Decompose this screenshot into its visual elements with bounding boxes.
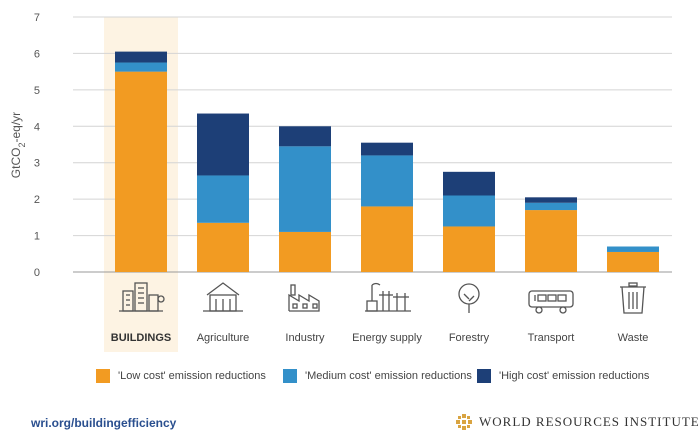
category-label-energy-supply: Energy supply — [352, 332, 422, 344]
legend-label-low-cost: 'Low cost' emission reductions — [118, 370, 266, 382]
bar-segment-transport-low — [525, 210, 577, 272]
bar-segment-agriculture-medium — [197, 175, 249, 223]
waste-icon — [620, 282, 646, 314]
category-label-transport: Transport — [528, 332, 575, 344]
footer-url-link[interactable]: wri.org/buildingefficiency — [31, 416, 177, 430]
bar-segment-industry-high — [279, 126, 331, 147]
y-tick-label: 5 — [34, 85, 40, 97]
bar-segment-waste-medium — [607, 246, 659, 252]
legend-swatch-low-cost — [96, 369, 110, 383]
bar-segment-agriculture-low — [197, 222, 249, 272]
bar-segment-agriculture-high — [197, 113, 249, 176]
category-label-agriculture: Agriculture — [197, 332, 250, 344]
bar-segment-energy-supply-high — [361, 142, 413, 156]
bar-segment-energy-supply-low — [361, 206, 413, 272]
agriculture-icon — [203, 282, 243, 312]
chart: 0 1 2 3 4 5 6 7 — [9, 12, 672, 352]
bar-segment-buildings-high — [115, 51, 167, 63]
buildings-icon — [119, 282, 165, 312]
bar-segment-forestry-low — [443, 226, 495, 272]
wri-logo-icon — [456, 414, 472, 430]
y-axis-title: GtCO2-eq/yr — [9, 112, 27, 178]
forestry-icon — [458, 283, 480, 313]
legend-label-medium-cost: 'Medium cost' emission reductions — [305, 370, 472, 382]
industry-icon — [288, 284, 320, 312]
bar-segment-buildings-low — [115, 71, 167, 273]
bar-segment-forestry-high — [443, 171, 495, 196]
bar-segment-waste-low — [607, 251, 659, 272]
legend-item-high-cost: 'High cost' emission reductions — [477, 369, 649, 383]
category-label-waste: Waste — [618, 332, 649, 344]
legend-swatch-high-cost — [477, 369, 491, 383]
y-tick-label: 2 — [34, 194, 40, 206]
y-tick-label: 3 — [34, 158, 40, 170]
wri-logo-text: WORLD RESOURCES INSTITUTE — [479, 414, 700, 429]
y-tick-label: 0 — [34, 267, 40, 279]
bar-segment-transport-medium — [525, 202, 577, 211]
y-tick-label: 6 — [34, 48, 40, 60]
category-label-forestry: Forestry — [449, 332, 490, 344]
y-tick-label: 4 — [34, 121, 40, 133]
y-tick-label: 1 — [34, 231, 40, 243]
legend-item-medium-cost: 'Medium cost' emission reductions — [283, 369, 472, 383]
bar-segment-industry-medium — [279, 146, 331, 232]
bar-segment-transport-high — [525, 197, 577, 203]
legend-label-high-cost: 'High cost' emission reductions — [499, 370, 650, 382]
wri-logo: WORLD RESOURCES INSTITUTE — [455, 413, 700, 431]
bar-segment-buildings-medium — [115, 62, 167, 72]
category-label-industry: Industry — [285, 332, 325, 344]
category-label-buildings: BUILDINGS — [111, 332, 172, 344]
bar-segment-forestry-medium — [443, 195, 495, 227]
bar-segment-energy-supply-medium — [361, 155, 413, 207]
energy-supply-icon — [365, 282, 411, 312]
legend-item-low-cost: 'Low cost' emission reductions — [96, 369, 266, 383]
legend: 'Low cost' emission reductions 'Medium c… — [0, 369, 700, 393]
transport-icon — [528, 290, 574, 314]
bar-segment-industry-low — [279, 231, 331, 272]
legend-swatch-medium-cost — [283, 369, 297, 383]
y-tick-label: 7 — [34, 12, 40, 24]
